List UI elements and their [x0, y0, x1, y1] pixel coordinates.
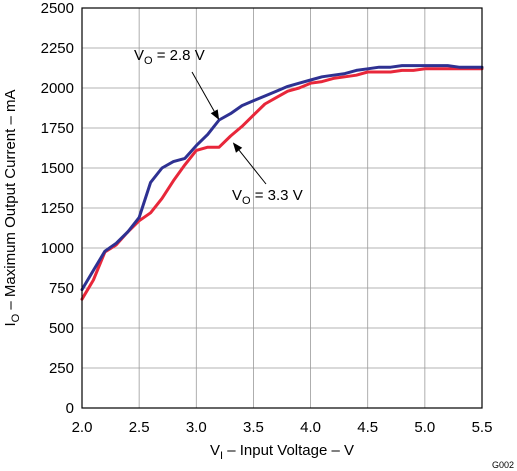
annotation-arrow-line: [191, 71, 215, 112]
y-tick-label: 750: [49, 280, 74, 297]
x-axis-label: VI – Input Voltage – V: [210, 442, 354, 462]
x-tick-label: 2.0: [72, 419, 93, 436]
x-tick-label: 5.5: [472, 419, 493, 436]
y-tick-label: 2000: [41, 80, 74, 97]
series-annotation-label: VO = 2.8 V: [134, 47, 205, 67]
y-tick-label: 2250: [41, 40, 74, 57]
y-tick-label: 1750: [41, 120, 74, 137]
annotation-arrow-head: [210, 109, 220, 120]
x-tick-label: 5.0: [414, 419, 435, 436]
series-group: [80, 64, 484, 301]
x-tick-label: 2.5: [129, 419, 150, 436]
x-tick-label: 4.5: [357, 419, 378, 436]
y-tick-label: 1500: [41, 160, 74, 177]
y-tick-label: 2500: [41, 0, 74, 17]
series-line: [80, 67, 484, 301]
plot-frame: [81, 7, 483, 409]
x-tick-label: 3.5: [243, 419, 264, 436]
annotations: VO = 2.8 V VO = 3.3 V: [134, 47, 303, 207]
y-tick-label: 500: [49, 320, 74, 337]
y-tick-labels: 0 250 500 750 1000 1250 1500 1750 2000 2250 2500: [41, 0, 74, 417]
y-tick-label: 250: [49, 360, 74, 377]
x-tick-label: 3.0: [186, 419, 207, 436]
annotation-arrow-line: [238, 149, 267, 185]
x-tick-label: 4.0: [300, 419, 321, 436]
y-tick-label: 0: [66, 400, 74, 417]
x-tick-labels: 2.0 2.5 3.0 3.5 4.0 4.5 5.0 5.5: [72, 419, 493, 436]
figure-id: G002: [492, 460, 514, 470]
annotation-arrow-head: [232, 142, 243, 153]
y-tick-label: 1000: [41, 240, 74, 257]
y-tick-label: 1250: [41, 200, 74, 217]
series-annotation-label: VO = 3.3 V: [232, 187, 303, 207]
series-line: [80, 64, 484, 292]
y-axis-label: IO – Maximum Output Current – mA: [2, 90, 22, 327]
